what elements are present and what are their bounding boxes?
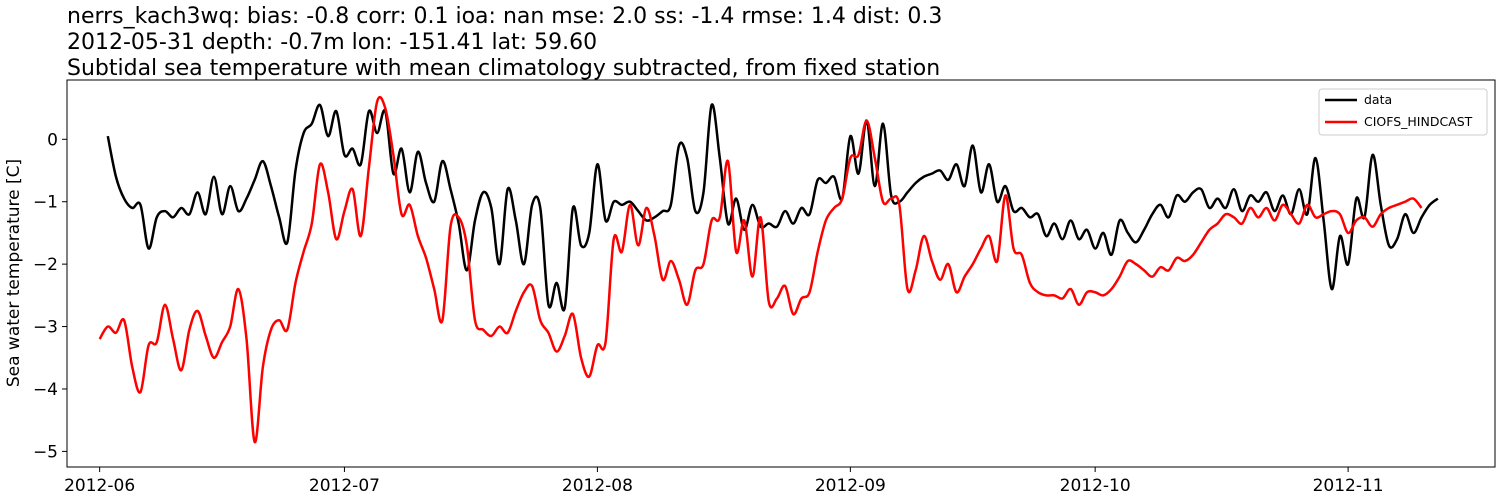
chart-title-line-3: Subtidal sea temperature with mean clima… [67, 56, 940, 81]
y-tick-label: −5 [33, 442, 58, 462]
y-tick-label: −2 [33, 255, 58, 275]
x-tick-label: 2012-08 [562, 476, 633, 496]
x-tick-label: 2012-06 [64, 476, 135, 496]
plot-frame [66, 79, 1496, 468]
axis-ticks: 2012-06 2012-07 2012-08 2012-09 2012-10 2012-… [33, 130, 1384, 496]
y-tick-label: −3 [33, 318, 58, 338]
x-tick-label: 2012-09 [815, 476, 886, 496]
series-line-ciofs-hindcast [98, 95, 1423, 444]
y-tick-label: 0 [47, 130, 58, 150]
chart-title-line-1: nerrs_kach3wq: bias: -0.8 corr: 0.1 ioa:… [67, 4, 942, 29]
y-axis-label: Sea water temperature [C] [4, 159, 24, 387]
series-line-data [106, 103, 1439, 312]
legend-label-ciofs-hindcast: CIOFS_HINDCAST [1364, 114, 1473, 129]
chart-title-line-2: 2012-05-31 depth: -0.7m lon: -151.41 lat… [67, 30, 597, 55]
legend: data CIOFS_HINDCAST [1318, 88, 1488, 136]
x-tick-label: 2012-11 [1313, 476, 1384, 496]
legend-label-data: data [1364, 92, 1392, 107]
y-tick-label: −1 [33, 193, 58, 213]
x-tick-label: 2012-10 [1060, 476, 1131, 496]
series-layer [98, 95, 1439, 444]
y-tick-label: −4 [33, 380, 58, 400]
legend-box [1318, 88, 1488, 136]
x-tick-label: 2012-07 [309, 476, 380, 496]
